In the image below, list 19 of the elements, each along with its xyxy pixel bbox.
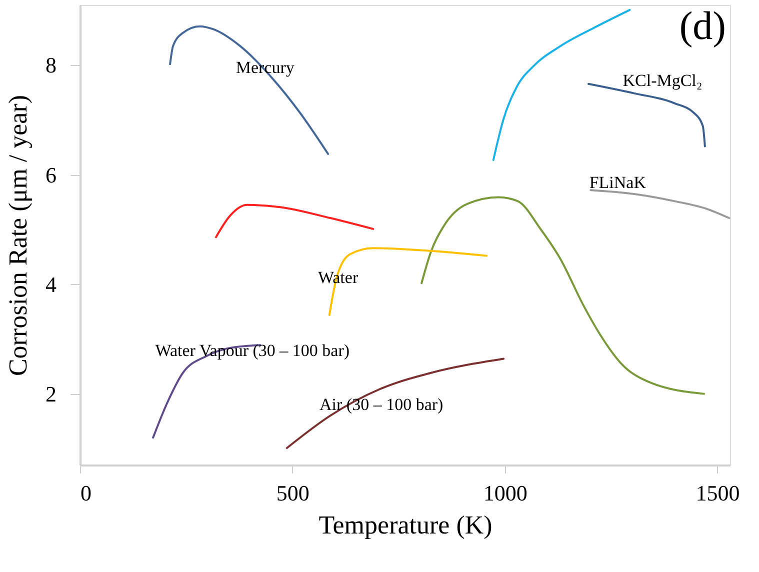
annotation: (d) (679, 3, 726, 48)
x-tick-label: 1000 (483, 480, 528, 506)
line-series (286, 358, 505, 450)
x-tick-label: 500 (276, 480, 310, 506)
line-series (214, 204, 374, 238)
y-tick-label: 2 (46, 381, 56, 406)
line-series (590, 189, 730, 220)
series-label: FLiNaK (589, 173, 647, 192)
x-axis-title: Temperature (K) (318, 510, 492, 540)
line-series (169, 25, 330, 155)
y-tick-label: 6 (46, 162, 56, 188)
x-tick-label: 1500 (696, 480, 740, 506)
line-series (420, 196, 706, 395)
y-axis-title: Corrosion Rate (μm / year) (4, 94, 32, 376)
series-label: Air (30 – 100 bar) (320, 394, 444, 414)
y-tick-label: 8 (46, 52, 56, 78)
y-tick-label: 4 (46, 272, 56, 297)
series-label: KCl-MgCl₂ (622, 70, 702, 90)
x-tick-label: 0 (80, 480, 92, 506)
